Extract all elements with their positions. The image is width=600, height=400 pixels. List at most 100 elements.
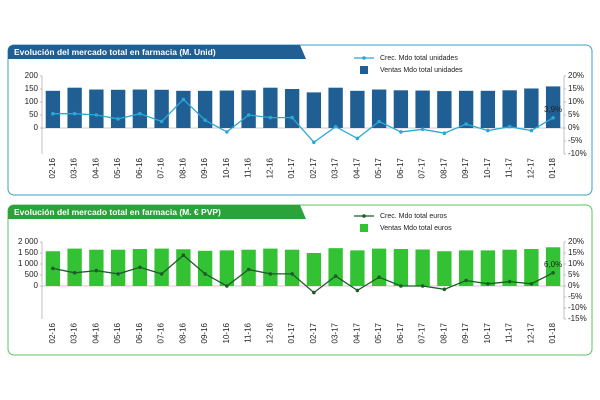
x-tick-label: 12-16: [265, 322, 274, 343]
bar: [350, 90, 365, 128]
x-tick-label: 09-16: [200, 322, 209, 343]
x-tick-label: 09-16: [200, 157, 209, 178]
y-tick-label: 50: [29, 110, 38, 119]
x-tick-label: 06-16: [135, 157, 144, 178]
bar: [502, 90, 517, 128]
line: [52, 98, 554, 144]
bar: [371, 248, 387, 286]
bar: [284, 89, 300, 128]
y2-tick-label: 20%: [568, 237, 584, 246]
value-label: 6,0%: [544, 260, 562, 269]
y2-tick-label: -10%: [568, 149, 587, 158]
x-tick-label: 04-16: [91, 322, 100, 343]
line-point: [529, 128, 534, 133]
x-tick-label: 08-16: [178, 322, 187, 343]
x-tick-label: 01-17: [287, 157, 296, 178]
line-point: [246, 267, 251, 272]
line-point: [464, 278, 468, 283]
line-point: [181, 253, 186, 257]
y2-tick-label: -5%: [568, 292, 582, 301]
bar: [393, 90, 409, 128]
chart-title: Evolución del mercado total en farmacia …: [14, 207, 221, 217]
x-tick-label: 08-17: [439, 322, 448, 343]
bar: [110, 89, 126, 128]
bar: [154, 248, 169, 286]
x-tick-label: 05-17: [374, 157, 383, 178]
line-point: [551, 116, 555, 120]
bar: [458, 250, 474, 286]
line-point: [268, 272, 273, 276]
legend-label: Crec. Mdo total unidades: [380, 55, 458, 62]
bar: [110, 249, 126, 286]
bar: [132, 89, 148, 128]
x-tick-label: 10-17: [483, 157, 492, 178]
x-tick-label: 12-17: [526, 322, 535, 343]
line-point: [399, 284, 403, 288]
y-tick-label: 1 000: [18, 259, 39, 268]
line-point: [442, 287, 447, 292]
x-tick-label: 02-16: [48, 157, 57, 178]
x-tick-label: 10-17: [483, 322, 492, 343]
bar: [197, 250, 213, 286]
x-tick-label: 04-16: [91, 157, 100, 178]
x-tick-label: 07-16: [157, 322, 166, 343]
line-point: [116, 117, 120, 121]
bar: [524, 249, 539, 286]
bar: [89, 89, 104, 128]
x-tick-label: 06-16: [135, 322, 144, 343]
x-tick-label: 01-18: [548, 322, 557, 343]
x-tick-label: 03-17: [331, 157, 340, 178]
y-tick-label: 2 000: [18, 237, 39, 246]
x-tick-label: 06-17: [396, 157, 405, 178]
chart-title: Evolución del mercado total en farmacia …: [14, 47, 216, 57]
y-tick-label: 500: [25, 270, 39, 279]
x-tick-label: 02-17: [309, 322, 318, 343]
line-point: [333, 274, 338, 278]
line-point: [138, 111, 142, 116]
bar: [371, 89, 387, 128]
bar: [176, 90, 191, 128]
y-tick-label: 0: [34, 123, 39, 132]
y2-tick-label: -5%: [568, 136, 582, 145]
bar: [545, 86, 561, 128]
line-point: [290, 115, 294, 120]
y2-tick-label: 15%: [568, 84, 584, 93]
x-tick-label: 02-16: [48, 322, 57, 343]
line-point: [420, 284, 425, 288]
legend-swatch: [360, 66, 368, 74]
line-point: [377, 119, 381, 124]
y2-tick-label: 15%: [568, 248, 584, 257]
line-point: [159, 119, 164, 124]
line-point: [159, 272, 164, 276]
x-tick-label: 03-16: [70, 322, 79, 343]
line-point: [507, 124, 512, 129]
bar: [393, 249, 409, 286]
y2-tick-label: 0%: [568, 281, 580, 290]
bar: [45, 90, 61, 128]
x-tick-label: 01-18: [548, 157, 557, 178]
line-point: [51, 111, 55, 116]
bar: [328, 87, 343, 128]
bar: [480, 90, 496, 128]
bar: [437, 251, 452, 286]
y-tick-label: 200: [25, 71, 39, 80]
bar: [67, 87, 82, 128]
bar: [480, 250, 496, 286]
x-tick-label: 07-17: [418, 157, 427, 178]
x-tick-label: 05-17: [374, 322, 383, 343]
line-point: [225, 130, 229, 134]
bar: [545, 247, 561, 286]
bar: [306, 92, 322, 128]
legend-marker: [362, 214, 366, 218]
legend-label: Ventas Mdo total unidades: [380, 67, 463, 74]
bar: [197, 90, 213, 128]
legend-swatch: [360, 224, 368, 232]
x-tick-label: 04-17: [352, 157, 361, 178]
line-point: [312, 140, 316, 145]
bar: [219, 250, 235, 286]
x-tick-label: 07-17: [418, 322, 427, 343]
bar: [415, 90, 430, 128]
x-tick-label: 09-17: [461, 322, 470, 343]
line: [52, 254, 554, 294]
y-tick-label: 1 500: [18, 248, 39, 257]
